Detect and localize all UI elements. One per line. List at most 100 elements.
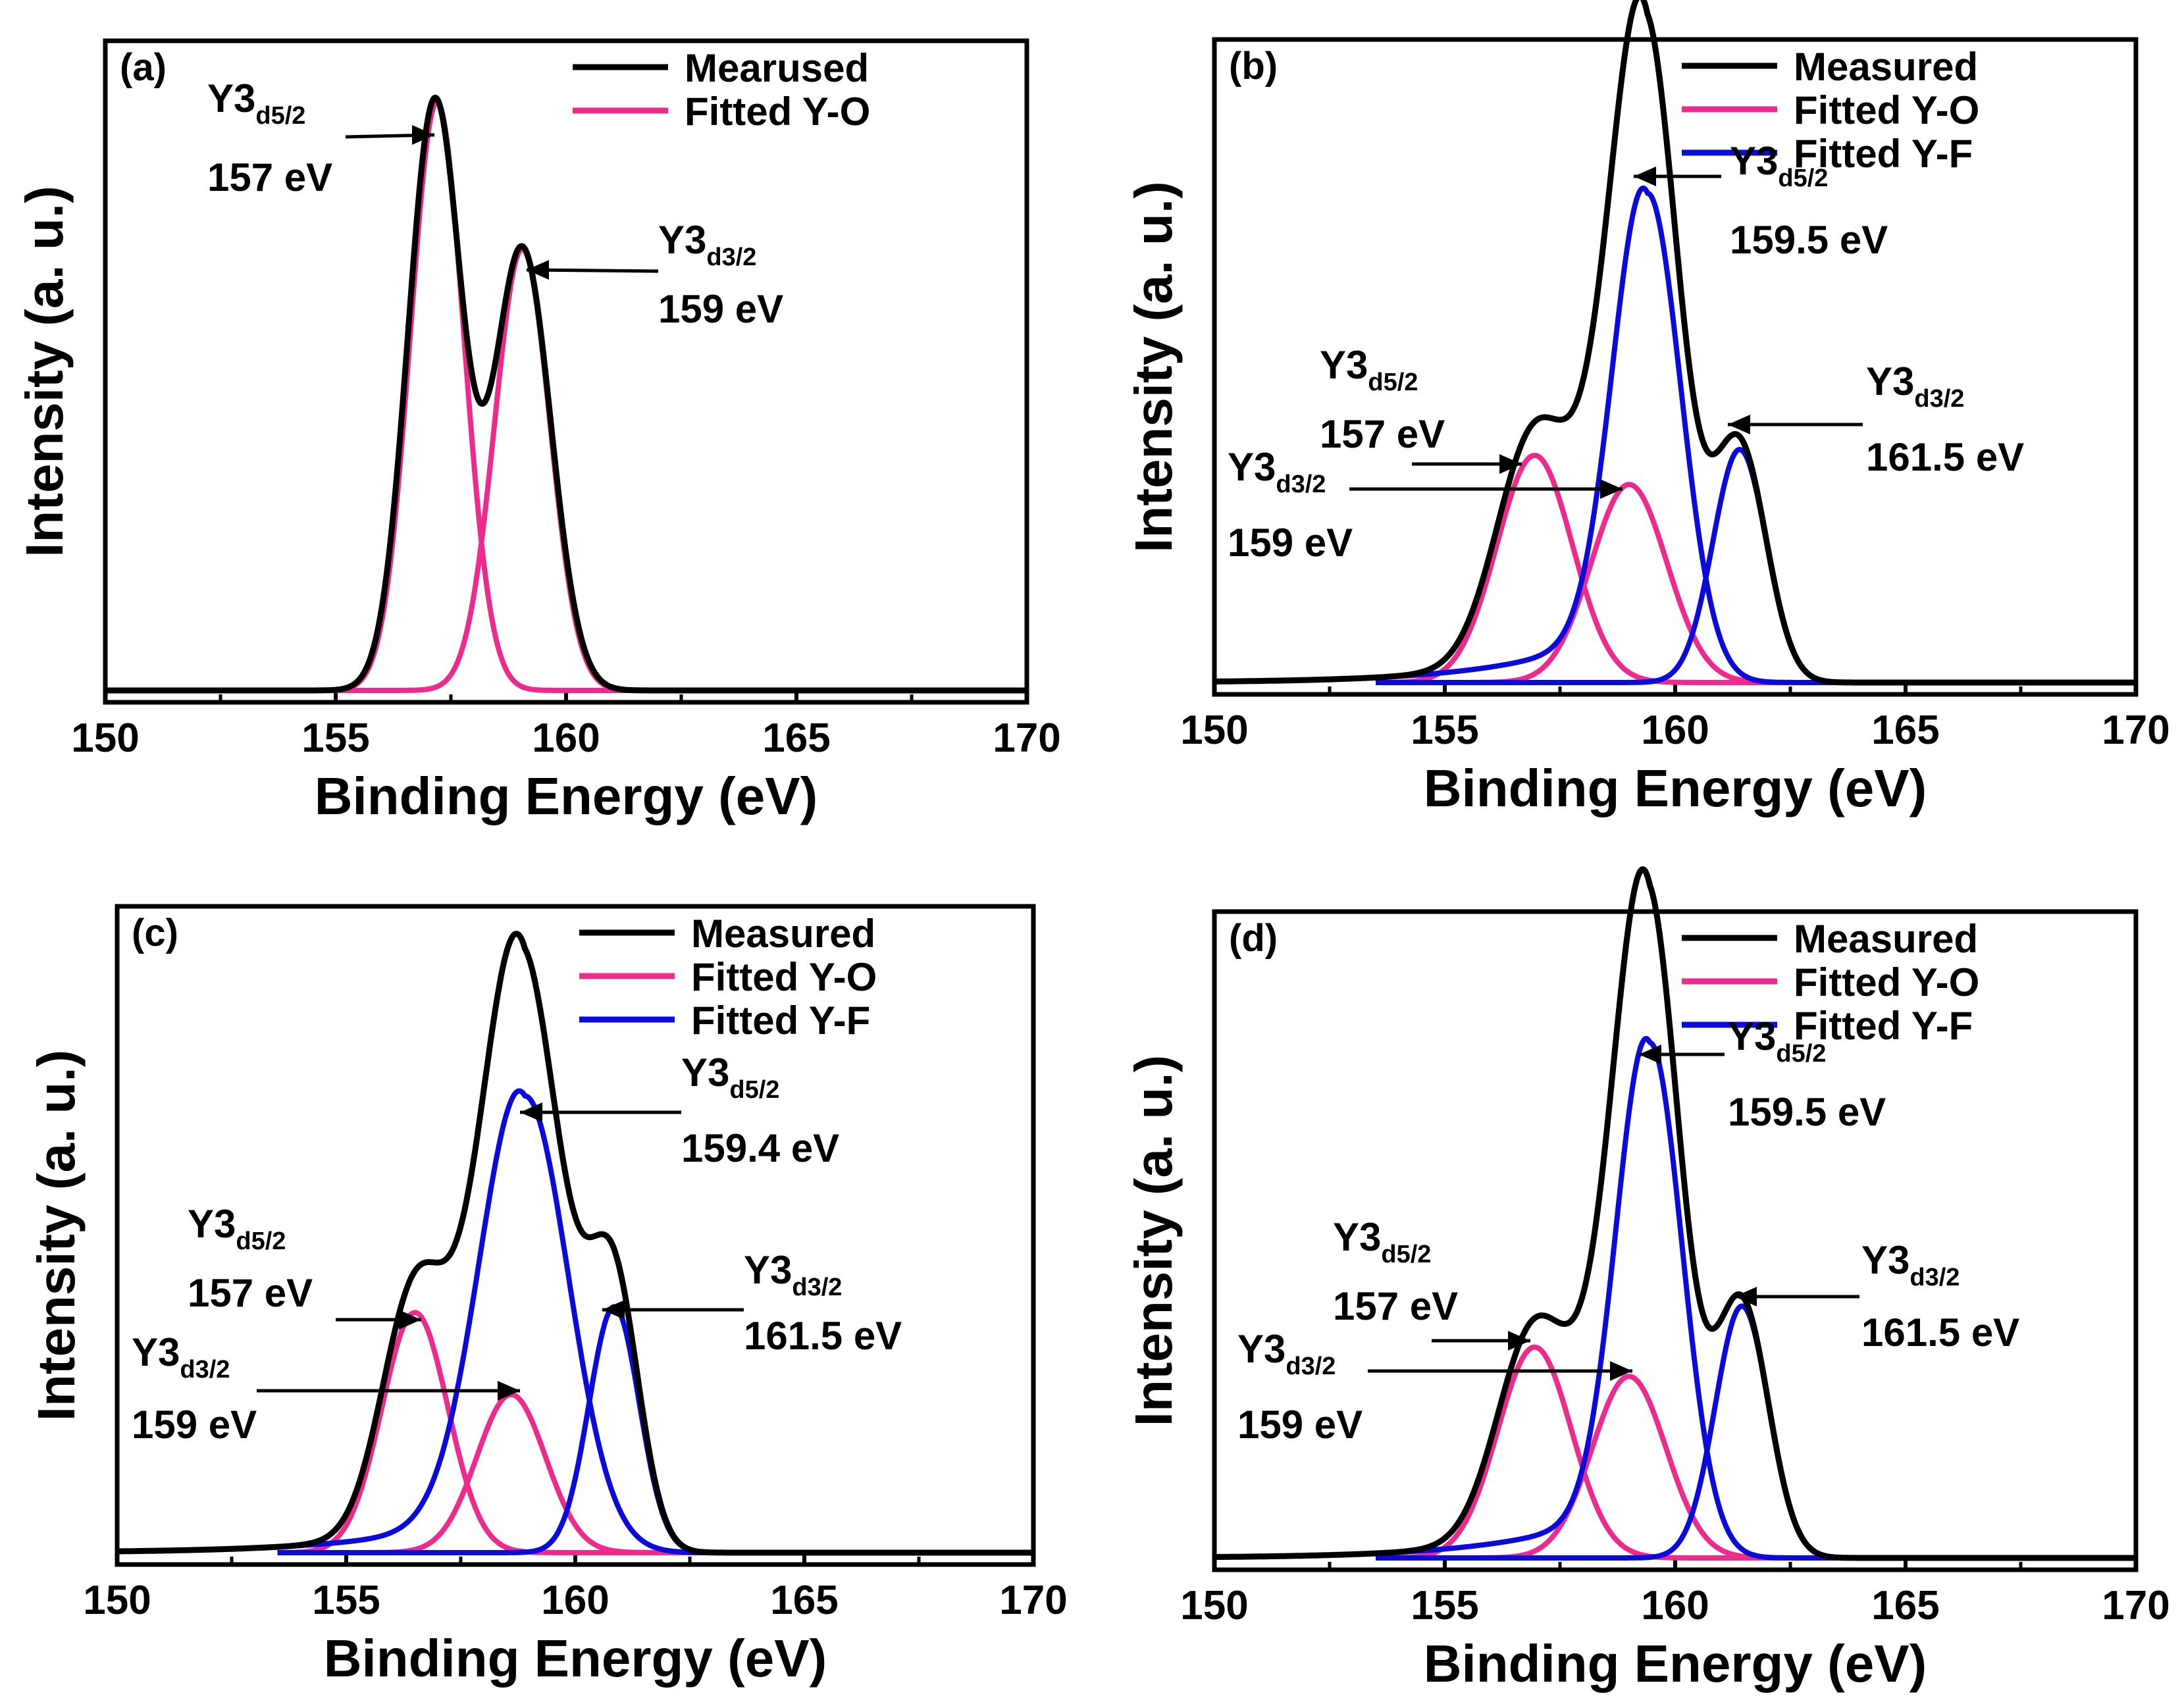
annotation-label: Y3d3/2 [1866,359,1964,413]
measured-curve [115,931,1036,1556]
legend-entry: Fitted Y-O [685,90,870,134]
arrow-head-icon [1610,1361,1632,1381]
fitted-curve-fitted-y-f [1374,185,1884,685]
plot-frame [103,38,1029,705]
annotation-energy: 161.5 eV [1866,435,2024,479]
panel-label: (c) [132,912,178,954]
annotation-label: Y3d3/2 [658,218,756,271]
arrow-head-icon [527,260,549,280]
y-axis-label: Intensity (a. u.) [1124,181,1183,553]
x-tick-label: 155 [1411,1583,1478,1628]
x-axis-label: Binding Energy (eV) [1424,759,1927,817]
x-tick-label: 160 [532,715,600,761]
annotation-energy: 157 eV [188,1271,313,1315]
x-tick-label: 155 [301,715,369,761]
arrow-head-icon [1639,1045,1661,1064]
arrow-head-icon [498,1381,520,1401]
legend-entry: Fitted Y-F [1794,132,1973,176]
fitted-curve-fitted-y-o [265,99,775,693]
annotation-label: Y3d3/2 [1237,1327,1336,1380]
arrow-head-icon [602,1300,625,1320]
measured-curve [1212,0,2139,686]
panel-label: (d) [1229,917,1278,960]
annotation-label: Y3d5/2 [1730,139,1828,192]
arrow-head-icon [399,1310,421,1330]
legend-entry: Measured [1794,917,1978,961]
arrow-head-icon [520,1102,542,1122]
legend-entry: Measured [1794,45,1978,89]
legend-entry: Mearused [685,46,869,90]
annotation-energy: 159 eV [132,1403,257,1447]
panel-label: (b) [1229,45,1278,88]
x-tick-label: 160 [1641,708,1709,753]
annotation-energy: 159.4 eV [681,1126,839,1170]
legend-entry: Fitted Y-F [691,998,870,1043]
legend-entry: Fitted Y-F [1794,1004,1973,1048]
legend-entry: Fitted Y-O [1794,88,1979,132]
chart-panel-d: 150 155 160 165 170 Binding Energy (eV) Intens… [1124,866,2170,1693]
y-axis-label: Intensity (a. u.) [1124,1055,1183,1427]
arrow-head-icon [1600,479,1623,499]
chart-panel-c: 150 155 160 165 170 Binding Energy (eV) Intens… [27,904,1068,1688]
y-axis-label: Intensity (a. u.) [27,1050,86,1422]
x-tick-label: 170 [2102,708,2169,753]
chart-panel-b: 150 155 160 165 170 Binding Energy (eV) Intens… [1124,0,2170,817]
x-tick-label: 155 [312,1578,380,1623]
arrow-head-icon [1734,1287,1757,1307]
x-tick-label: 165 [1871,1583,1939,1628]
x-tick-label: 150 [1180,1583,1248,1628]
x-tick-label: 170 [2102,1583,2169,1628]
annotation-label: Y3d5/2 [207,76,305,130]
fitted-curve-fitted-y-o [276,1391,783,1555]
annotation-energy: 159.5 eV [1730,218,1888,262]
x-axis-label: Binding Energy (eV) [315,767,818,825]
annotation-label: Y3d3/2 [744,1248,842,1301]
arrow-head-icon [412,125,434,145]
annotation-energy: 161.5 eV [1861,1310,2019,1355]
x-tick-label: 160 [1641,1583,1709,1628]
arrow-head-icon [1634,167,1656,186]
arrow-head-icon [1508,1331,1530,1351]
x-tick-label: 165 [762,715,830,761]
x-tick-label: 165 [770,1578,838,1623]
legend-entry: Measured [691,912,875,956]
panel-label: (a) [120,46,167,89]
measured-curve [1212,866,2139,1561]
annotation-label: Y3d5/2 [188,1202,286,1255]
annotation-energy: 161.5 eV [744,1314,902,1358]
annotation-energy: 157 eV [207,155,332,199]
x-tick-label: 170 [993,715,1060,761]
annotation-label: Y3d3/2 [1228,445,1326,498]
x-tick-label: 165 [1871,708,1939,753]
annotation-energy: 159 eV [1228,521,1353,565]
x-tick-label: 160 [541,1578,609,1623]
legend-entry: Fitted Y-O [691,955,877,999]
fitted-curve-fitted-y-f [1374,1303,1884,1561]
x-axis-label: Binding Energy (eV) [324,1629,827,1688]
arrow-head-icon [1499,454,1522,474]
annotation-energy: 159 eV [658,287,783,331]
chart-panel-a: 150 155 160 165 170 Binding Energy (eV) Intens… [15,38,1061,825]
measured-curve [103,94,1029,694]
y-axis-label: Intensity (a. u.) [15,186,74,557]
annotation-label: Y3d5/2 [1320,343,1418,396]
arrow-head-icon [1728,415,1750,434]
annotation-label: Y3d3/2 [1861,1238,1960,1291]
annotation-label: Y3d5/2 [681,1050,779,1104]
x-axis-label: Binding Energy (eV) [1424,1634,1927,1693]
annotation-label: Y3d5/2 [1728,1014,1826,1068]
annotation-energy: 157 eV [1320,412,1445,456]
x-tick-label: 150 [1180,708,1248,753]
x-tick-label: 155 [1411,708,1478,753]
x-tick-label: 150 [83,1578,151,1623]
annotation-label: Y3d5/2 [1333,1215,1431,1268]
annotation-label: Y3d3/2 [132,1330,230,1384]
annotation-energy: 157 eV [1333,1284,1458,1328]
x-tick-label: 170 [999,1578,1067,1623]
legend-entry: Fitted Y-O [1794,960,1979,1004]
x-tick-label: 150 [71,715,139,761]
fitted-curve-fitted-y-f [1374,1036,1884,1561]
annotation-energy: 159.5 eV [1728,1090,1886,1134]
fitted-curve-fitted-y-o [276,1310,783,1555]
